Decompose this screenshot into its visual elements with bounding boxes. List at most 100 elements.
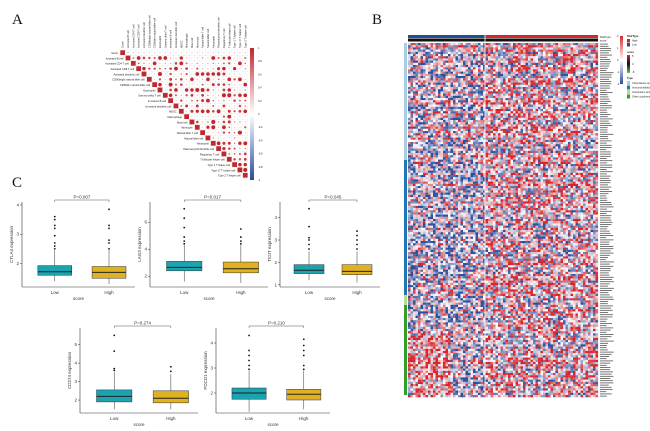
heatmap-cell — [538, 161, 541, 165]
heatmap-cell — [428, 144, 431, 147]
heatmap-cell — [443, 73, 446, 77]
corr-mark — [239, 121, 241, 123]
heatmap-cell — [508, 76, 511, 79]
heatmap-cell — [525, 71, 529, 74]
heatmap-cell — [510, 159, 514, 162]
corr-mark — [168, 82, 173, 87]
heatmap-cell — [558, 124, 561, 127]
heatmap-cell — [495, 51, 499, 55]
heatmap-cell — [413, 89, 416, 92]
heatmap-cell — [415, 117, 419, 121]
heatmap-cell — [468, 157, 471, 160]
heatmap-cell — [568, 80, 571, 83]
corr-mark — [244, 56, 247, 60]
heatmap-cell — [413, 115, 416, 118]
heatmap-cell — [438, 144, 441, 147]
heatmap-cell — [440, 67, 444, 70]
col-label: MDSC — [179, 40, 183, 48]
heatmap-cell — [595, 43, 599, 46]
heatmap-cell — [535, 124, 539, 127]
heatmap-cell — [540, 164, 544, 167]
heatmap-cell — [555, 51, 559, 55]
heatmap-cell — [480, 128, 484, 132]
heatmap-cell — [548, 126, 551, 129]
heatmap-cell — [490, 122, 494, 125]
heatmap-cell — [560, 69, 564, 72]
heatmap-cell — [443, 157, 446, 160]
heatmap-cell — [555, 148, 559, 151]
heatmap-cell — [408, 51, 411, 55]
heatmap-cell — [498, 104, 501, 107]
heatmap-cell — [535, 93, 539, 96]
heatmap-cell — [548, 62, 551, 66]
heatmap-cell — [458, 159, 461, 162]
heatmap-cell — [500, 128, 504, 132]
heatmap-cell — [545, 109, 549, 112]
heatmap-cell — [513, 124, 516, 127]
heatmap-cell — [535, 56, 539, 59]
heatmap-cell — [505, 98, 509, 101]
heatmap-cell — [480, 115, 484, 118]
heatmap-cell — [420, 104, 424, 107]
heatmap-cell — [480, 95, 484, 99]
heatmap-cell — [550, 157, 554, 160]
heatmap-cell — [480, 56, 484, 59]
corr-mark — [227, 77, 232, 82]
heatmap-cell — [423, 133, 426, 136]
heatmap-cell — [560, 89, 564, 92]
heatmap-cell — [558, 56, 561, 59]
heatmap-cell — [463, 80, 466, 83]
heatmap-cell — [435, 54, 439, 57]
heatmap-cell — [588, 106, 591, 110]
heatmap-cell — [478, 102, 481, 105]
heatmap-cell — [545, 137, 549, 140]
heatmap-cell — [433, 161, 436, 165]
heatmap-cell — [490, 137, 494, 140]
heatmap-cell — [493, 111, 496, 114]
heatmap-cell — [410, 65, 414, 68]
heatmap-cell — [455, 126, 459, 129]
heatmap-cell — [413, 60, 416, 63]
col-label: Type 2 T helper cell — [243, 25, 247, 48]
heatmap-cell — [575, 113, 579, 116]
heatmap-cell — [595, 106, 599, 110]
heatmap-cell — [573, 148, 576, 151]
heatmap-cell — [410, 117, 414, 121]
heatmap-cell — [568, 69, 571, 72]
heatmap-cell — [410, 62, 414, 66]
heatmap-cell — [578, 58, 581, 61]
heatmap-cell — [408, 104, 411, 107]
heatmap-cell — [480, 111, 484, 114]
heatmap-cell — [520, 146, 524, 149]
heatmap-cell — [580, 164, 584, 167]
heatmap-cell — [518, 120, 521, 123]
heatmap-cell — [438, 148, 441, 151]
heatmap-cell — [555, 76, 559, 79]
heatmap-cell — [543, 89, 546, 92]
heatmap-cell — [440, 80, 444, 83]
heatmap-cell — [560, 164, 564, 167]
heatmap-cell — [450, 100, 454, 103]
heatmap-cell — [518, 122, 521, 125]
heatmap-cell — [498, 150, 501, 154]
heatmap-cell — [588, 135, 591, 138]
heatmap-cell — [413, 166, 416, 169]
heatmap-cell — [475, 144, 479, 147]
heatmap-cell — [533, 131, 536, 134]
heatmap-cell — [568, 78, 571, 81]
heatmap-cell — [560, 43, 564, 46]
heatmap-cell — [438, 153, 441, 156]
heatmap-cell — [430, 49, 434, 52]
heatmap-cell — [488, 84, 491, 88]
heatmap-cell — [448, 60, 451, 63]
corr-mark — [180, 52, 182, 54]
heatmap-cell — [530, 71, 534, 74]
heatmap-cell — [450, 137, 454, 140]
heatmap-cell — [595, 69, 599, 72]
heatmap-cell — [505, 84, 509, 88]
heatmap-cell — [410, 89, 414, 92]
heatmap-cell — [423, 89, 426, 92]
heatmap-cell — [550, 65, 554, 68]
heatmap-cell — [460, 100, 464, 103]
heatmap-cell — [450, 43, 454, 46]
